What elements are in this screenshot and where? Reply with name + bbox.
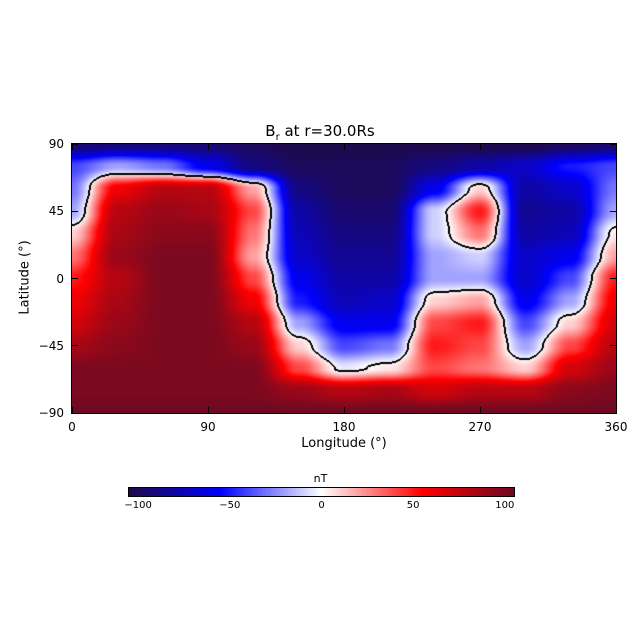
y-tick-mark: [72, 210, 78, 212]
x-tick-label: 0: [68, 420, 76, 434]
y-tick-label: 0: [56, 271, 64, 286]
x-tick-mark: [479, 407, 481, 413]
y-tick-mark-right: [610, 143, 616, 145]
title-subscript: r: [275, 132, 280, 143]
title-main: B: [265, 122, 276, 140]
x-tick-mark-top: [71, 144, 73, 150]
x-axis-label: Longitude (°): [301, 436, 387, 451]
x-tick-label: 180: [332, 420, 356, 434]
y-tick-mark-right: [610, 278, 616, 279]
x-tick-label: 90: [200, 420, 216, 434]
x-tick-mark-top: [207, 144, 209, 150]
colorbar-tick-label: −100: [124, 500, 152, 511]
x-tick-mark-top: [479, 144, 481, 150]
x-tick-label: 360: [604, 420, 628, 434]
colorbar-tick-label: −50: [219, 500, 241, 511]
y-tick-mark-right: [610, 345, 616, 347]
chart-title: Br at r=30.0Rs: [0, 122, 640, 143]
y-tick-mark: [72, 143, 78, 145]
x-tick-mark: [207, 407, 209, 413]
y-tick-mark: [72, 278, 78, 279]
y-tick-label: −90: [38, 406, 64, 420]
x-tick-mark-top: [615, 144, 617, 150]
x-tick-mark: [71, 407, 73, 413]
x-tick-label: 270: [468, 420, 492, 434]
heatmap-canvas: [72, 144, 616, 413]
y-tick-label: −45: [38, 338, 64, 353]
colorbar-tick-label: 0: [318, 500, 325, 511]
title-rest: at r=30.0Rs: [279, 122, 375, 140]
y-tick-mark-right: [610, 412, 616, 414]
y-tick-label: 45: [48, 204, 64, 219]
x-tick-mark: [343, 407, 345, 413]
colorbar-tick-label: 50: [406, 500, 420, 511]
y-tick-label: 90: [48, 137, 64, 151]
y-tick-mark-right: [610, 210, 616, 212]
x-tick-mark-top: [343, 144, 345, 150]
colorbar-label: nT: [313, 472, 328, 485]
y-axis-label: Latitude (°): [17, 240, 33, 315]
y-tick-mark: [72, 345, 78, 347]
colorbar: [128, 487, 515, 497]
y-tick-mark: [72, 412, 78, 414]
colorbar-tick-label: 100: [495, 500, 515, 511]
x-tick-mark: [615, 407, 617, 413]
